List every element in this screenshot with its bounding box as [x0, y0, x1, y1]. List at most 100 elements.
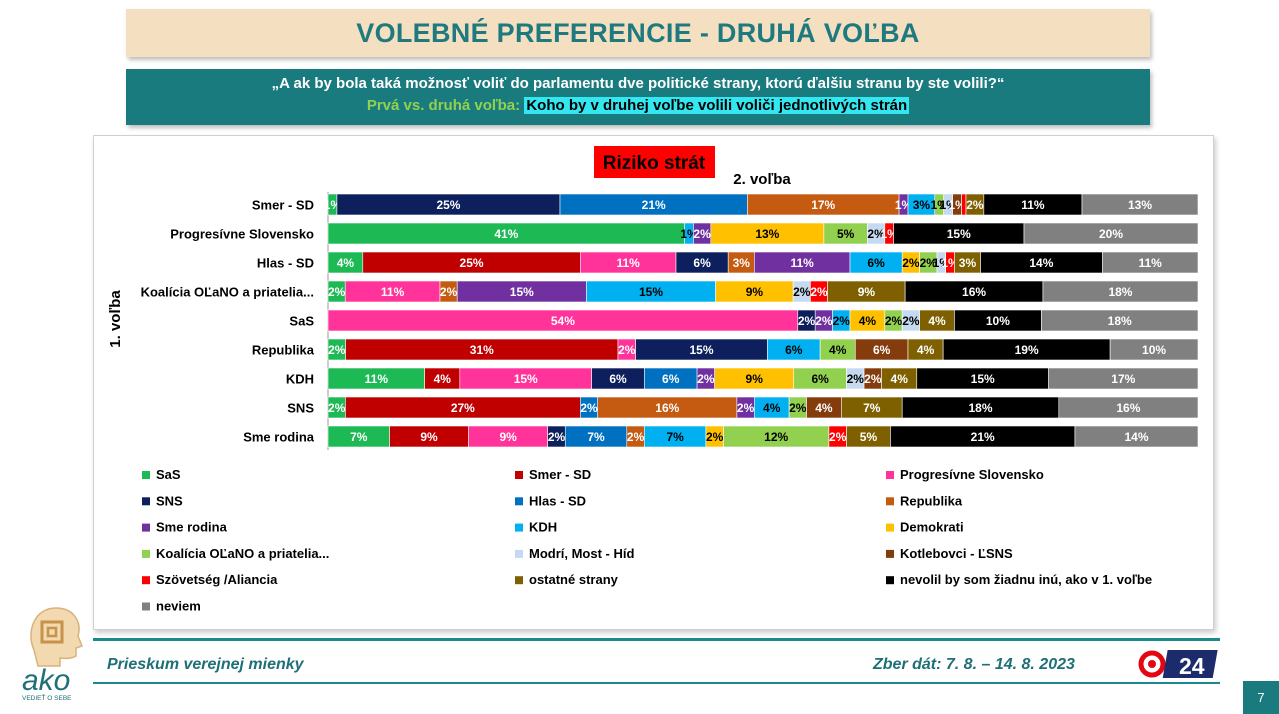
data-label: 20% — [1099, 227, 1123, 241]
data-label: 16% — [655, 401, 679, 415]
bar-segment — [1058, 396, 1199, 419]
data-label: 4% — [928, 314, 946, 328]
footer-collection-date: Zber dát: 7. 8. – 14. 8. 2023 — [873, 656, 1075, 673]
survey-question: „A ak by bola taká možnosť voliť do parl… — [271, 75, 1005, 92]
brand-24-logo: 24 — [1138, 648, 1220, 680]
bar-segment — [1041, 309, 1199, 332]
data-label: 25% — [436, 198, 460, 212]
data-label: 2% — [618, 343, 636, 357]
data-label: 2% — [920, 256, 938, 270]
data-label: 4% — [434, 372, 452, 386]
category-label: Smer - SD — [252, 198, 314, 213]
data-label: 4% — [763, 401, 781, 415]
data-label: 2% — [864, 372, 882, 386]
data-label: 2% — [815, 314, 833, 328]
legend-label: nevolil by som žiadnu inú, ako v 1. voľb… — [900, 572, 1152, 587]
data-label: 11% — [616, 256, 640, 270]
data-label: 2% — [833, 314, 851, 328]
slide-title-box: VOLEBNÉ PREFERENCIE - DRUHÁ VOĽBA — [126, 9, 1150, 57]
legend-swatch — [142, 549, 150, 558]
svg-text:ako: ako — [22, 664, 70, 697]
data-label: 2% — [328, 343, 346, 357]
footer-divider-bottom — [93, 682, 1220, 684]
data-label: 10% — [1142, 343, 1166, 357]
legend-label: Szövetség /Aliancia — [156, 572, 278, 587]
legend-label: ostatné strany — [529, 572, 619, 587]
risk-badge — [594, 146, 715, 178]
category-label: Progresívne Slovensko — [170, 227, 314, 242]
data-label: 7% — [587, 430, 605, 444]
data-label: 2% — [789, 401, 807, 415]
legend-label: neviem — [156, 599, 201, 614]
data-label: 4% — [337, 256, 355, 270]
legend-label: KDH — [529, 520, 557, 535]
footer-divider-top — [93, 638, 1220, 641]
ako-head-icon: ako VEDIEŤ O SEBE — [22, 607, 83, 702]
data-label: 6% — [785, 343, 803, 357]
data-label: 16% — [1116, 401, 1140, 415]
legend-swatch — [142, 471, 150, 479]
data-label: 25% — [460, 256, 484, 270]
data-label: 5% — [860, 430, 878, 444]
bar-segment — [1048, 367, 1199, 390]
data-label: 4% — [829, 343, 847, 357]
legend-label: Republika — [900, 493, 963, 508]
data-label: 2% — [793, 285, 811, 299]
legend-label: Koalícia OĽaNO a priatelia... — [156, 546, 329, 561]
data-label: 14% — [1124, 430, 1148, 444]
data-label: 2% — [580, 401, 598, 415]
subtitle-prefix: Prvá vs. druhá voľba: — [366, 97, 521, 114]
data-label: 12% — [764, 430, 788, 444]
data-label: 21% — [642, 198, 666, 212]
data-label: 14% — [1029, 256, 1053, 270]
data-label: 2% — [798, 314, 816, 328]
category-label: Sme rodina — [243, 430, 315, 445]
legend-swatch — [142, 523, 150, 532]
data-label: 6% — [873, 343, 891, 357]
bar-segment — [1042, 280, 1199, 303]
data-label: 2% — [737, 401, 755, 415]
legend-swatch — [142, 497, 150, 506]
data-label: 4% — [859, 314, 877, 328]
data-label: 27% — [451, 401, 475, 415]
ako-logo: ako VEDIEŤ O SEBE — [20, 602, 86, 702]
bar-segment — [1023, 222, 1199, 245]
data-label: 6% — [811, 372, 829, 386]
legend-swatch — [142, 602, 150, 611]
data-label: 13% — [1128, 198, 1152, 212]
data-label: 4% — [815, 401, 833, 415]
data-label: 15% — [971, 372, 995, 386]
data-label: 9% — [746, 372, 764, 386]
page-number: 7 — [1243, 681, 1279, 714]
data-label: 2% — [902, 314, 920, 328]
data-label: 4% — [891, 372, 909, 386]
question-box: „A ak by bola taká možnosť voliť do parl… — [126, 69, 1150, 125]
data-label: 2% — [693, 227, 711, 241]
legend-swatch — [515, 576, 523, 585]
legend-label: Progresívne Slovensko — [900, 467, 1044, 482]
data-label: 11% — [1138, 256, 1162, 270]
data-label: 15% — [510, 285, 534, 299]
data-label: 31% — [470, 343, 494, 357]
data-label: 15% — [639, 285, 663, 299]
data-label: 19% — [1015, 343, 1039, 357]
data-label: 11% — [365, 372, 389, 386]
data-label: 10% — [986, 314, 1010, 328]
legend-swatch — [886, 471, 894, 479]
bar-segment — [1074, 425, 1199, 448]
data-label: 18% — [1108, 285, 1132, 299]
question-subtitle: Prvá vs. druhá voľba: Koho by v druhej v… — [126, 97, 1150, 114]
data-label: 15% — [689, 343, 713, 357]
legend-swatch — [886, 523, 894, 532]
data-label: 16% — [962, 285, 986, 299]
data-label: 3% — [913, 198, 931, 212]
legend-label: Hlas - SD — [529, 493, 586, 508]
data-label: 2% — [810, 285, 828, 299]
legend-label: Kotlebovci - ĽSNS — [900, 546, 1013, 561]
data-label: 13% — [755, 227, 779, 241]
data-label: 18% — [968, 401, 992, 415]
legend-label: Sme rodina — [156, 520, 228, 535]
data-label: 2% — [627, 430, 645, 444]
data-label: 18% — [1108, 314, 1132, 328]
